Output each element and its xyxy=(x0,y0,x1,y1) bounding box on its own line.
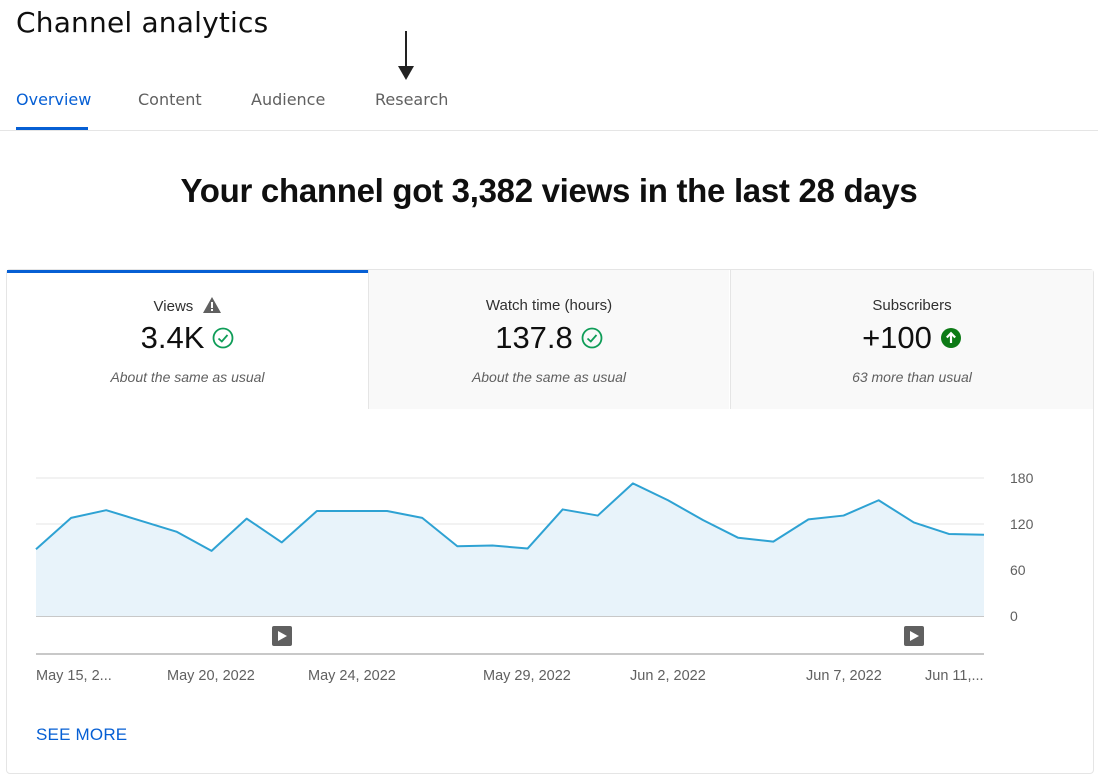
x-tick-label: May 15, 2... xyxy=(36,668,112,684)
views-chart: 180 120 60 0 May 15, 2... May 20, 2022 May 24,… xyxy=(35,470,1034,684)
x-tick-label: Jun 7, 2022 xyxy=(806,668,882,684)
see-more-button[interactable]: SEE MORE xyxy=(36,725,128,744)
series-line xyxy=(35,482,985,552)
metric-note-watch-time: About the same as usual xyxy=(471,369,627,385)
y-tick-label: 180 xyxy=(1010,470,1034,486)
metric-value-subscribers: +100 xyxy=(731,320,1093,356)
y-tick-label: 0 xyxy=(1010,608,1018,624)
metric-value-text: +100 xyxy=(862,320,932,355)
down-arrow-icon xyxy=(398,31,414,80)
metric-label-views: Views xyxy=(7,297,368,315)
metric-tab-views[interactable]: Views 3.4K About the same as usual xyxy=(7,270,368,409)
metric-label-text: Views xyxy=(153,298,194,315)
metric-label-watch-time: Watch time (hours) xyxy=(485,297,613,314)
tabs-divider xyxy=(0,130,1098,131)
metric-value-text: 137.8 xyxy=(495,320,573,355)
summary-headline: Your channel got 3,382 views in the last… xyxy=(180,172,918,209)
arrow-up-circle-icon xyxy=(940,328,961,348)
metric-value-text: 3.4K xyxy=(140,320,205,355)
tab-bar: Overview Content Audience Research xyxy=(0,80,1098,130)
metric-value-watch-time: 137.8 xyxy=(369,320,729,356)
tab-content[interactable]: Content xyxy=(138,90,202,109)
tab-overview[interactable]: Overview xyxy=(16,90,92,109)
active-tab-indicator xyxy=(16,127,88,130)
metric-note-views: About the same as usual xyxy=(110,369,265,385)
tab-research[interactable]: Research xyxy=(375,90,449,109)
metric-value-views: 3.4K xyxy=(7,320,368,356)
x-tick-label: May 29, 2022 xyxy=(483,668,571,684)
x-tick-label: Jun 2, 2022 xyxy=(630,668,706,684)
y-tick-label: 120 xyxy=(1010,516,1034,532)
x-tick-label: May 20, 2022 xyxy=(167,668,255,684)
metric-tab-watch-time[interactable]: Watch time (hours) 137.8 About the same … xyxy=(368,270,729,409)
tab-audience[interactable]: Audience xyxy=(251,90,326,109)
y-tick-label: 60 xyxy=(1010,562,1026,578)
play-icon[interactable] xyxy=(272,626,292,646)
area-fill xyxy=(36,483,984,616)
metric-tab-subscribers[interactable]: Subscribers +100 63 more than usual xyxy=(730,270,1093,409)
x-tick-label: Jun 11,... xyxy=(925,668,984,684)
play-icon[interactable] xyxy=(904,626,924,646)
metric-label-subscribers: Subscribers xyxy=(872,297,952,314)
page-title: Channel analytics xyxy=(16,6,269,39)
overview-card: Views 3.4K About the same as usual Watch… xyxy=(6,269,1094,774)
x-tick-label: May 24, 2022 xyxy=(308,668,396,684)
check-circle-icon xyxy=(212,327,234,349)
check-circle-icon xyxy=(581,327,603,349)
metric-note-subscribers: 63 more than usual xyxy=(852,369,972,385)
warning-icon xyxy=(203,297,222,313)
